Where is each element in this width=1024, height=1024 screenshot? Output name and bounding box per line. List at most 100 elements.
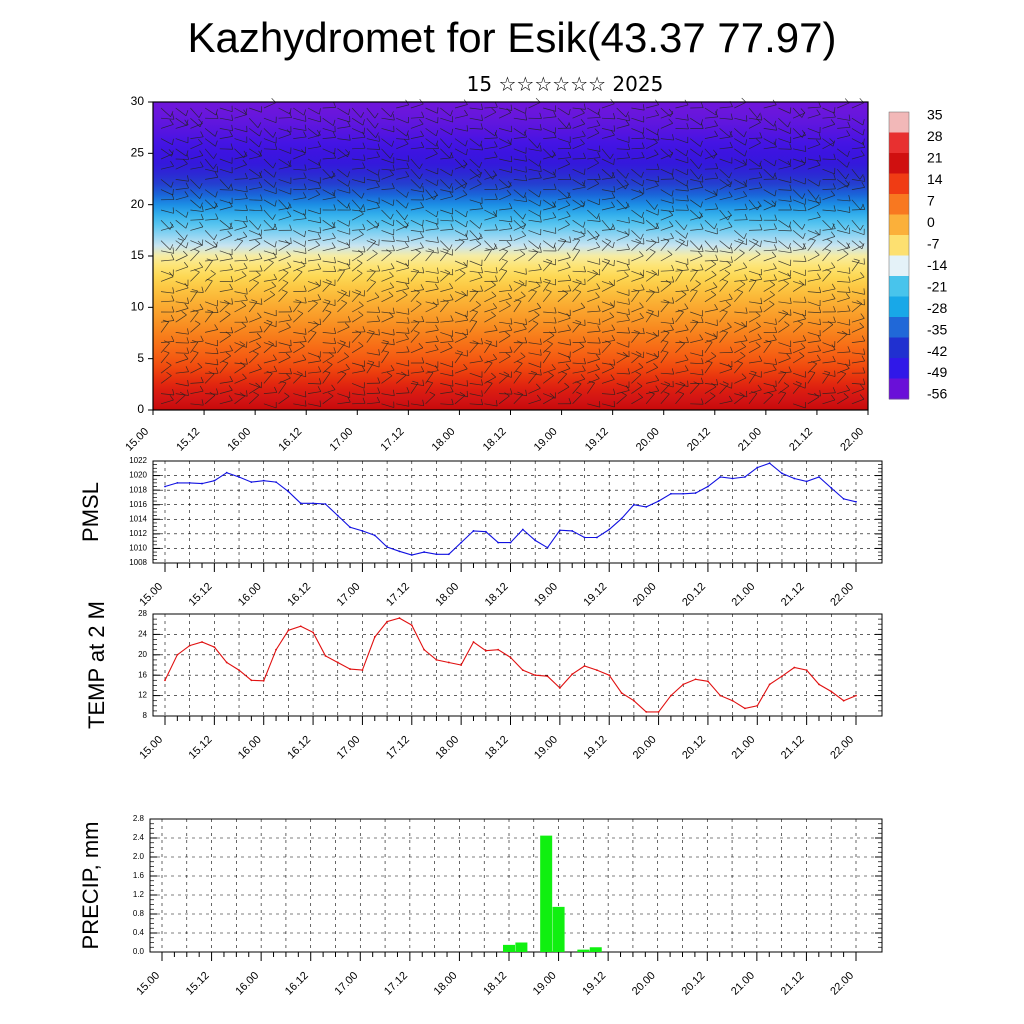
wind-barb	[234, 267, 248, 272]
wind-barb-flag	[863, 378, 866, 385]
wind-barb	[469, 230, 479, 241]
wind-barb-flag	[831, 223, 835, 230]
wind-barb	[175, 394, 186, 405]
wind-barb-flag	[304, 297, 307, 304]
wind-barb-flag	[436, 210, 439, 217]
wind-barb	[734, 240, 747, 245]
wind-barb	[440, 179, 450, 189]
wind-barb-flag	[422, 186, 425, 193]
wind-barb-flag	[520, 291, 526, 297]
wind-barb	[748, 301, 762, 305]
wind-barb	[645, 291, 655, 303]
wind-barb-flag	[739, 280, 746, 285]
wind-barb	[499, 158, 512, 163]
precip-bar	[577, 949, 590, 952]
data-point	[731, 699, 734, 702]
wind-barb	[381, 275, 394, 282]
wind-barb-flag	[625, 111, 629, 118]
wind-barb-flag	[449, 244, 453, 251]
wind-barb-flag	[583, 266, 586, 272]
wind-barb-flag	[331, 222, 336, 228]
wind-barb-flag	[859, 224, 864, 231]
wind-barb-flag	[289, 368, 292, 374]
x-tick-label: 21.12	[779, 581, 807, 609]
data-point	[657, 711, 660, 713]
wind-barb-flag	[580, 230, 585, 236]
wind-barb-flag	[257, 122, 262, 128]
wind-barb-flag	[419, 242, 424, 248]
wind-barb	[219, 168, 233, 174]
wind-barb-flag	[463, 159, 468, 165]
wind-barb-flag	[479, 203, 483, 209]
wind-barb-flag	[722, 279, 729, 282]
wind-barb-flag	[287, 160, 292, 167]
wind-barb	[616, 235, 629, 241]
wind-barb-flag	[404, 241, 409, 248]
wind-barb	[425, 189, 435, 200]
wind-barb	[792, 163, 806, 170]
wind-barb	[807, 128, 821, 134]
wind-barb-flag	[405, 262, 410, 269]
wind-barb	[543, 176, 556, 180]
wind-barb-flag	[649, 248, 656, 253]
wind-barb-flag	[333, 265, 337, 272]
wind-barb	[484, 216, 497, 221]
wind-barb	[307, 134, 321, 139]
wind-barb-flag	[712, 282, 718, 288]
wind-barb	[542, 240, 554, 249]
y-tick-label: 1020	[129, 471, 147, 480]
wind-barb	[631, 397, 643, 405]
x-tick-label: 21.12	[787, 426, 815, 454]
wind-barb	[396, 332, 410, 334]
wind-barb-flag	[303, 335, 307, 342]
colorbar-segment	[889, 337, 909, 359]
wind-barb	[675, 260, 689, 265]
wind-barb	[440, 301, 449, 313]
wind-barb-flag	[848, 276, 851, 283]
wind-barb	[690, 250, 704, 252]
wind-barb-flag	[172, 389, 175, 396]
wind-barb	[616, 275, 629, 282]
wind-barb	[351, 234, 364, 241]
wind-barb	[190, 189, 200, 199]
x-tick-label: 21.00	[736, 426, 764, 454]
wind-barb-flag	[539, 216, 542, 223]
wind-barb	[822, 372, 831, 384]
wind-barb	[543, 137, 557, 139]
wind-barb-flag	[458, 238, 465, 242]
wind-barb	[689, 290, 698, 302]
wind-barb	[616, 117, 630, 122]
wind-barb	[528, 362, 541, 368]
wind-barb-flag	[759, 306, 763, 313]
wind-barb	[675, 128, 689, 130]
wind-barb-flag	[420, 366, 425, 372]
wind-barb	[440, 250, 449, 262]
wind-barb-flag	[575, 319, 582, 323]
wind-barb-flag	[170, 111, 174, 117]
wind-barb	[219, 128, 233, 132]
wind-barb-flag	[595, 292, 600, 298]
wind-barb-flag	[628, 298, 630, 305]
wind-barb	[660, 301, 674, 304]
wind-barb-flag	[863, 175, 866, 182]
wind-barb-flag	[184, 191, 189, 197]
wind-barb	[175, 124, 189, 129]
wind-barb-flag	[652, 331, 658, 337]
wind-barb	[498, 374, 510, 384]
wind-barb	[366, 253, 378, 262]
x-tick-label: 22.00	[828, 581, 856, 609]
wind-barb	[351, 107, 362, 118]
wind-barb	[278, 351, 292, 354]
wind-barb-flag	[257, 312, 262, 318]
data-point	[558, 529, 561, 532]
wind-barb	[807, 199, 821, 204]
wind-barb	[396, 138, 410, 140]
wind-barb-flag	[331, 384, 336, 390]
wind-barb-flag	[361, 192, 365, 199]
wind-barb	[587, 148, 601, 152]
wind-barb	[484, 175, 497, 180]
wind-barb-flag	[686, 150, 689, 157]
wind-barb	[822, 138, 834, 147]
x-tick-label: 15.12	[187, 581, 215, 609]
wind-barb-flag	[508, 223, 513, 229]
